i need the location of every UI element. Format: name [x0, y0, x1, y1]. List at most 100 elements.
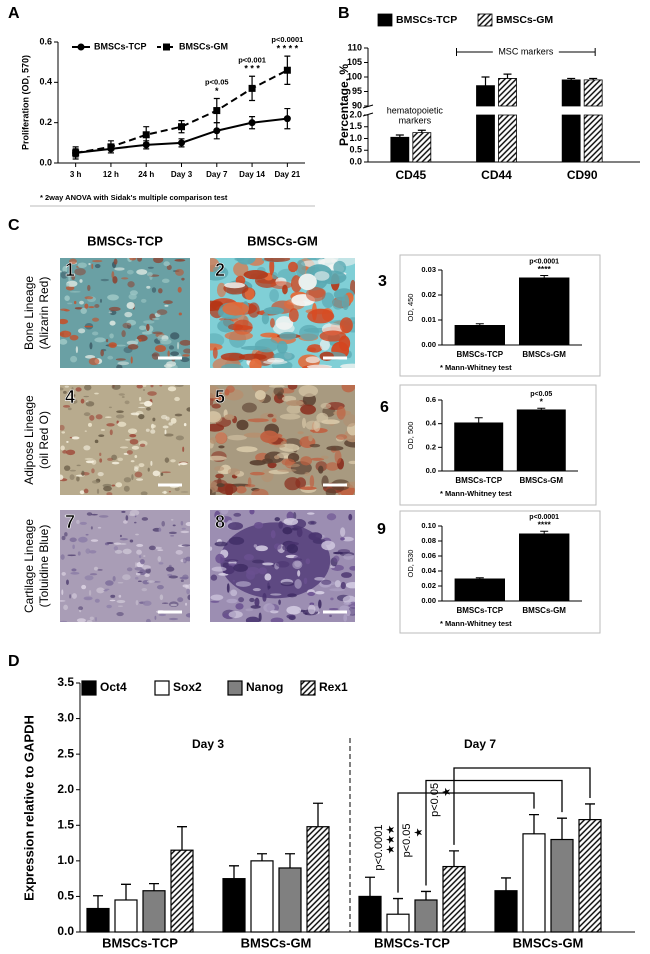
annotation: * * *: [244, 64, 260, 74]
cell: [273, 386, 285, 396]
cell: [134, 566, 144, 571]
x-tick-label: BMSCs-GM: [519, 476, 563, 485]
cell: [286, 404, 302, 414]
cell: [168, 422, 173, 426]
annotation: p<0.05: [530, 391, 552, 398]
y-tick-label: 0.0: [39, 157, 52, 167]
cell: [218, 445, 225, 449]
cell: [80, 307, 87, 315]
cell: [163, 363, 173, 368]
cell: [210, 600, 220, 603]
error-bar: [501, 877, 511, 891]
cell: [300, 456, 313, 466]
cell: [267, 413, 274, 418]
cell: [264, 258, 291, 262]
legend-label: Rex1: [319, 680, 348, 694]
cell: [215, 553, 225, 564]
cell: [349, 565, 355, 571]
cell: [70, 355, 78, 363]
cell: [334, 580, 341, 588]
cell: [71, 387, 74, 392]
cell: [162, 425, 169, 429]
cell: [156, 585, 164, 590]
cell: [61, 589, 64, 596]
cell: [164, 429, 167, 435]
bar: [222, 878, 246, 933]
cell: [315, 591, 325, 595]
cell: [238, 353, 267, 361]
cell: [168, 617, 179, 621]
panel-number: 9: [377, 521, 386, 538]
cell: [272, 272, 278, 280]
cell: [210, 594, 224, 601]
cell: [159, 338, 172, 345]
marker: [72, 149, 80, 157]
cell: [232, 579, 236, 582]
cell: [67, 554, 77, 557]
cell: [145, 567, 151, 574]
cell: [87, 284, 91, 292]
cell: [233, 512, 242, 517]
image-number: 7: [65, 512, 75, 532]
group-label: Day 7: [464, 737, 496, 751]
cell: [309, 602, 315, 606]
cell: [340, 527, 346, 537]
row-label: Cartilage Lineage: [22, 519, 36, 613]
cell: [267, 585, 271, 589]
cell: [224, 331, 253, 341]
legend-marker: [77, 43, 85, 51]
cell: [228, 610, 243, 619]
cell: [84, 385, 92, 391]
cell: [309, 475, 315, 489]
cell: [216, 483, 225, 488]
cell: [269, 258, 275, 276]
cell: [84, 575, 94, 581]
cell: [63, 465, 71, 471]
cell: [251, 488, 269, 495]
error-bar: [540, 275, 549, 278]
cell: [60, 554, 65, 560]
image-number: 2: [215, 260, 225, 280]
cell: [308, 532, 323, 541]
cell: [147, 467, 150, 472]
cell: [226, 598, 238, 604]
cell: [123, 520, 128, 524]
cell: [138, 338, 142, 343]
error-bar: [121, 883, 131, 900]
cell: [99, 452, 102, 457]
legend-label: BMSCs-TCP: [94, 41, 147, 51]
cell: [187, 594, 190, 601]
cell: [235, 485, 247, 494]
cell: [60, 270, 62, 273]
cell: [340, 363, 355, 368]
cell: [146, 618, 151, 622]
y-tick-label: 0.03: [421, 265, 436, 274]
cell: [94, 263, 101, 269]
y-tick-label: 3.5: [57, 675, 74, 689]
cell: [181, 277, 185, 281]
cell: [262, 562, 274, 566]
cell: [61, 535, 66, 541]
legend-marker: [163, 43, 170, 51]
cell: [281, 458, 295, 466]
cell: [139, 559, 145, 565]
cell: [126, 302, 135, 310]
cell: [343, 553, 354, 560]
bar: [494, 890, 518, 933]
cell: [66, 579, 69, 585]
cell: [80, 398, 85, 404]
cell: [89, 616, 94, 621]
cell: [252, 588, 261, 592]
y-tick-label: 0.5: [349, 145, 362, 155]
annotation: p<0.0001: [529, 258, 559, 265]
cell: [254, 597, 260, 607]
error-bar: [475, 577, 484, 579]
cell: [135, 599, 139, 606]
cell: [177, 597, 184, 603]
cell: [288, 261, 298, 273]
cell: [117, 421, 127, 427]
cell: [143, 320, 155, 324]
cell: [185, 613, 190, 618]
cell: [254, 521, 264, 529]
x-tick-label: Day 14: [239, 170, 265, 179]
